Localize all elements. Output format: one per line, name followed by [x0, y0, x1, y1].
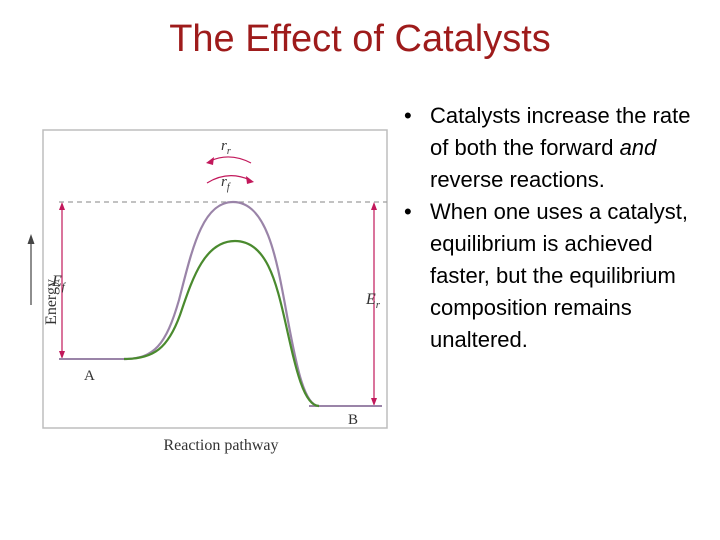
- rf-label: rf: [221, 174, 231, 193]
- x-axis-label: Reaction pathway: [163, 437, 278, 454]
- bullet-item: Catalysts increase the rate of both the …: [404, 100, 704, 196]
- rf-arrowhead: [246, 176, 254, 184]
- y-axis-label: Energy: [43, 279, 60, 325]
- rr-arrow: [209, 156, 252, 164]
- rr-arrowhead: [206, 157, 214, 165]
- slide-title: The Effect of Catalysts: [169, 18, 551, 60]
- energy-axis-arrowhead: [27, 234, 35, 244]
- bullet-list: Catalysts increase the rate of both the …: [404, 100, 704, 356]
- uncatalyzed-curve: [123, 200, 320, 408]
- rr-label: rr: [221, 138, 231, 157]
- point-b-label: B: [348, 412, 358, 428]
- er-label: Er: [365, 291, 381, 311]
- energy-diagram: Energy rr rf Ef Er A B Reaction pathway: [27, 129, 388, 454]
- point-a-label: A: [84, 368, 95, 384]
- er-arrowhead-bottom: [371, 398, 377, 406]
- ef-arrowhead-top: [59, 202, 65, 210]
- ef-arrowhead-bottom: [59, 351, 65, 359]
- plot-frame: [42, 129, 388, 429]
- catalyzed-curve: [123, 239, 320, 408]
- ef-label: Ef: [51, 273, 67, 293]
- bullet-item: When one uses a catalyst, equilibrium is…: [404, 196, 704, 356]
- er-arrowhead-top: [371, 202, 377, 210]
